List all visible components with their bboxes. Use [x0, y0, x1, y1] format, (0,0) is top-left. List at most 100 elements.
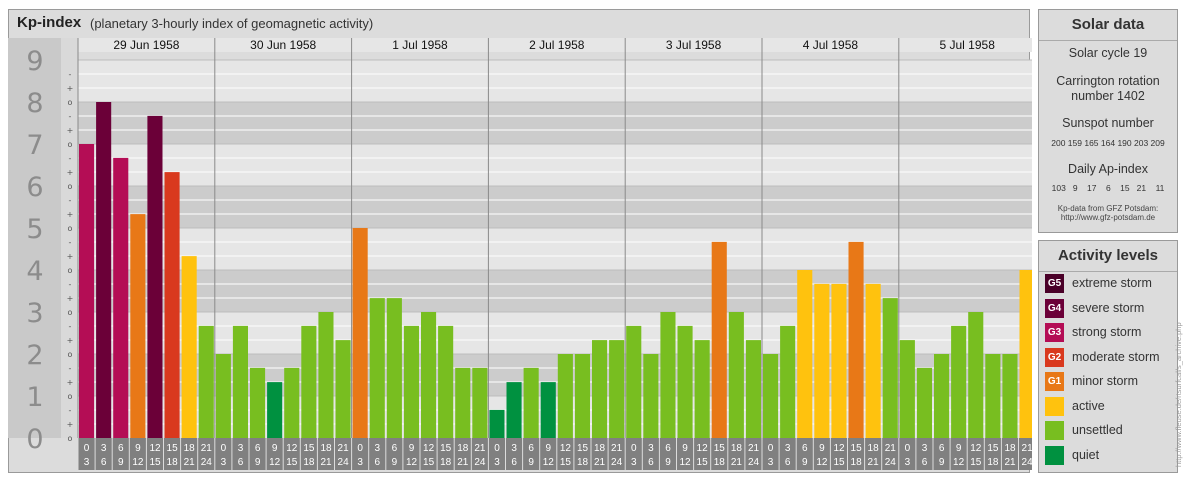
interval-box [865, 438, 882, 470]
legend-label: severe storm [1072, 300, 1145, 315]
activity-levels-header: Activity levels [1039, 241, 1177, 272]
legend-swatch [1045, 396, 1064, 416]
minor-tick-mark: o [68, 308, 73, 317]
minor-tick-mark: + [67, 294, 74, 303]
minor-tick-mark: + [67, 126, 74, 135]
interval-box [488, 438, 505, 470]
interval-start: 0 [768, 443, 774, 454]
interval-end: 15 [970, 457, 982, 468]
interval-box [1019, 438, 1032, 470]
interval-end: 6 [785, 457, 791, 468]
interval-end: 21 [1004, 457, 1016, 468]
interval-box [984, 438, 1001, 470]
legend-label: active [1072, 398, 1105, 413]
interval-box [112, 438, 129, 470]
interval-box [249, 438, 266, 470]
interval-box [933, 438, 950, 470]
interval-end: 21 [731, 457, 743, 468]
legend-label: unsettled [1072, 423, 1123, 437]
legend-swatch [1045, 445, 1064, 465]
source-line-1: Kp-data from GFZ Potsdam: [1057, 204, 1159, 213]
minor-tick-mark: + [67, 336, 74, 345]
carrington-line-2: number 1402 [1071, 89, 1145, 103]
interval-box [967, 438, 984, 470]
interval-start: 9 [409, 443, 415, 454]
minor-tick-mark: - [69, 280, 72, 289]
kp-bar [421, 312, 437, 438]
interval-start: 18 [320, 443, 332, 454]
kp-bar [352, 228, 368, 438]
interval-start: 15 [440, 443, 452, 454]
legend-swatch: G3 [1045, 323, 1064, 342]
interval-box [420, 438, 437, 470]
minor-tick-mark: - [69, 238, 72, 247]
kp-bar [181, 256, 197, 438]
interval-end: 12 [132, 457, 144, 468]
interval-start: 15 [851, 443, 863, 454]
interval-end: 6 [375, 457, 381, 468]
interval-box [95, 438, 112, 470]
interval-end: 9 [665, 457, 671, 468]
interval-end: 21 [868, 457, 880, 468]
minor-tick-mark: - [69, 322, 72, 331]
interval-start: 3 [648, 443, 654, 454]
ap-index-values: 103 9 17 6 15 21 11 [1051, 183, 1165, 193]
interval-end: 18 [714, 457, 726, 468]
kp-bar [626, 325, 642, 438]
interval-end: 15 [149, 457, 161, 468]
interval-start: 18 [457, 443, 469, 454]
y-tick-label: 8 [26, 88, 43, 119]
interval-start: 18 [731, 443, 743, 454]
kp-bar [232, 325, 248, 438]
interval-start: 6 [392, 443, 398, 454]
interval-end: 24 [338, 457, 350, 468]
kp-bar [711, 241, 727, 438]
kp-chart: 29 Jun 1958 30 Jun 1958 1 Jul 1958 2 Jul 19… [8, 38, 1032, 470]
interval-start: 3 [511, 443, 517, 454]
interval-box [471, 438, 488, 470]
interval-start: 21 [885, 443, 897, 454]
interval-start: 3 [101, 443, 107, 454]
interval-start: 12 [286, 443, 298, 454]
minor-tick-mark: - [69, 196, 72, 205]
interval-start: 0 [357, 443, 363, 454]
kp-band [78, 60, 1032, 102]
interval-start: 3 [238, 443, 244, 454]
kp-band [78, 186, 1032, 228]
interval-start: 3 [375, 443, 381, 454]
interval-start: 15 [303, 443, 315, 454]
interval-box [728, 438, 745, 470]
chart-title: Kp-index [17, 14, 82, 31]
kp-bar [369, 298, 385, 438]
interval-start: 12 [560, 443, 572, 454]
kp-bar [250, 367, 266, 438]
kp-bar [574, 354, 590, 438]
kp-bar [164, 172, 180, 438]
interval-box [1001, 438, 1018, 470]
kp-bar [438, 325, 454, 438]
interval-box [506, 438, 523, 470]
interval-start: 0 [494, 443, 500, 454]
activity-levels-panel: Activity levels G5 extreme storm G4 severe … [1038, 240, 1178, 473]
interval-start: 15 [714, 443, 726, 454]
kp-bar [540, 382, 556, 438]
interval-end: 15 [560, 457, 572, 468]
kp-bar [267, 382, 283, 438]
interval-end: 3 [768, 457, 774, 468]
interval-end: 12 [953, 457, 965, 468]
y-tick-label: 2 [26, 340, 43, 371]
minor-tick-mark: o [68, 434, 73, 443]
kp-bar [797, 270, 813, 438]
y-tick-label: 7 [26, 130, 43, 161]
kp-bar [985, 354, 1001, 438]
day-label: 4 Jul 1958 [803, 38, 859, 52]
kp-band [78, 144, 1032, 186]
sunspot-label: Sunspot number [1062, 116, 1154, 130]
minor-tick-mark: + [67, 420, 74, 429]
y-tick-label: 9 [26, 46, 43, 77]
kp-bar [215, 354, 231, 438]
kp-bar [814, 283, 830, 438]
kp-bar [848, 241, 864, 438]
interval-end: 18 [577, 457, 589, 468]
interval-box [317, 438, 334, 470]
